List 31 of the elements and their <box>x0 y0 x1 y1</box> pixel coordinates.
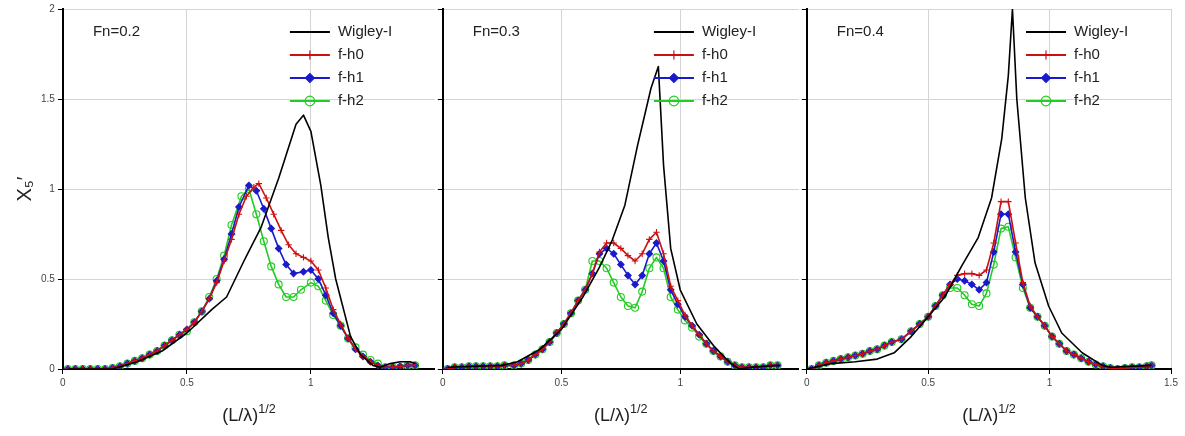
legend-label: f-h2 <box>337 91 364 109</box>
legend-label: f-h0 <box>337 45 364 63</box>
y-tick-label: 1 <box>49 182 56 194</box>
legend-label: f-h0 <box>1074 45 1100 63</box>
x-tick-label: 0 <box>60 376 67 388</box>
annotation: Fn=0.2 <box>92 22 141 40</box>
legend-label: Wigley-I <box>337 22 393 40</box>
y-tick-label: 0 <box>49 362 56 374</box>
x-tick-label: 1 <box>677 376 684 388</box>
legend-label: f-h0 <box>701 45 728 63</box>
x-tick-label: 0.5 <box>921 376 936 388</box>
legend-label: f-h2 <box>1074 91 1100 109</box>
x-tick-label: 0 <box>804 376 810 388</box>
x-tick-label: 0 <box>440 376 446 388</box>
x-tick-label: 1.5 <box>1164 376 1179 388</box>
y-tick-label: 1.5 <box>41 92 56 104</box>
y-axis-title: X₅′ <box>12 176 35 202</box>
x-tick-label: 1 <box>1046 376 1053 388</box>
annotation: Fn=0.4 <box>836 22 884 40</box>
legend-label: Wigley-I <box>701 22 757 40</box>
legend-label: f-h2 <box>701 91 728 109</box>
y-tick-label: 2 <box>49 2 56 14</box>
legend-label: Wigley-I <box>1074 22 1129 40</box>
x-tick-label: 1 <box>308 376 315 388</box>
legend-label: f-h1 <box>1074 68 1100 86</box>
x-tick-label: 0.5 <box>179 376 195 388</box>
legend-label: f-h1 <box>337 68 364 86</box>
x-tick-label: 0.5 <box>554 376 569 388</box>
annotation: Fn=0.3 <box>472 22 520 40</box>
y-tick-label: 0.5 <box>41 272 56 284</box>
legend-label: f-h1 <box>701 68 728 86</box>
